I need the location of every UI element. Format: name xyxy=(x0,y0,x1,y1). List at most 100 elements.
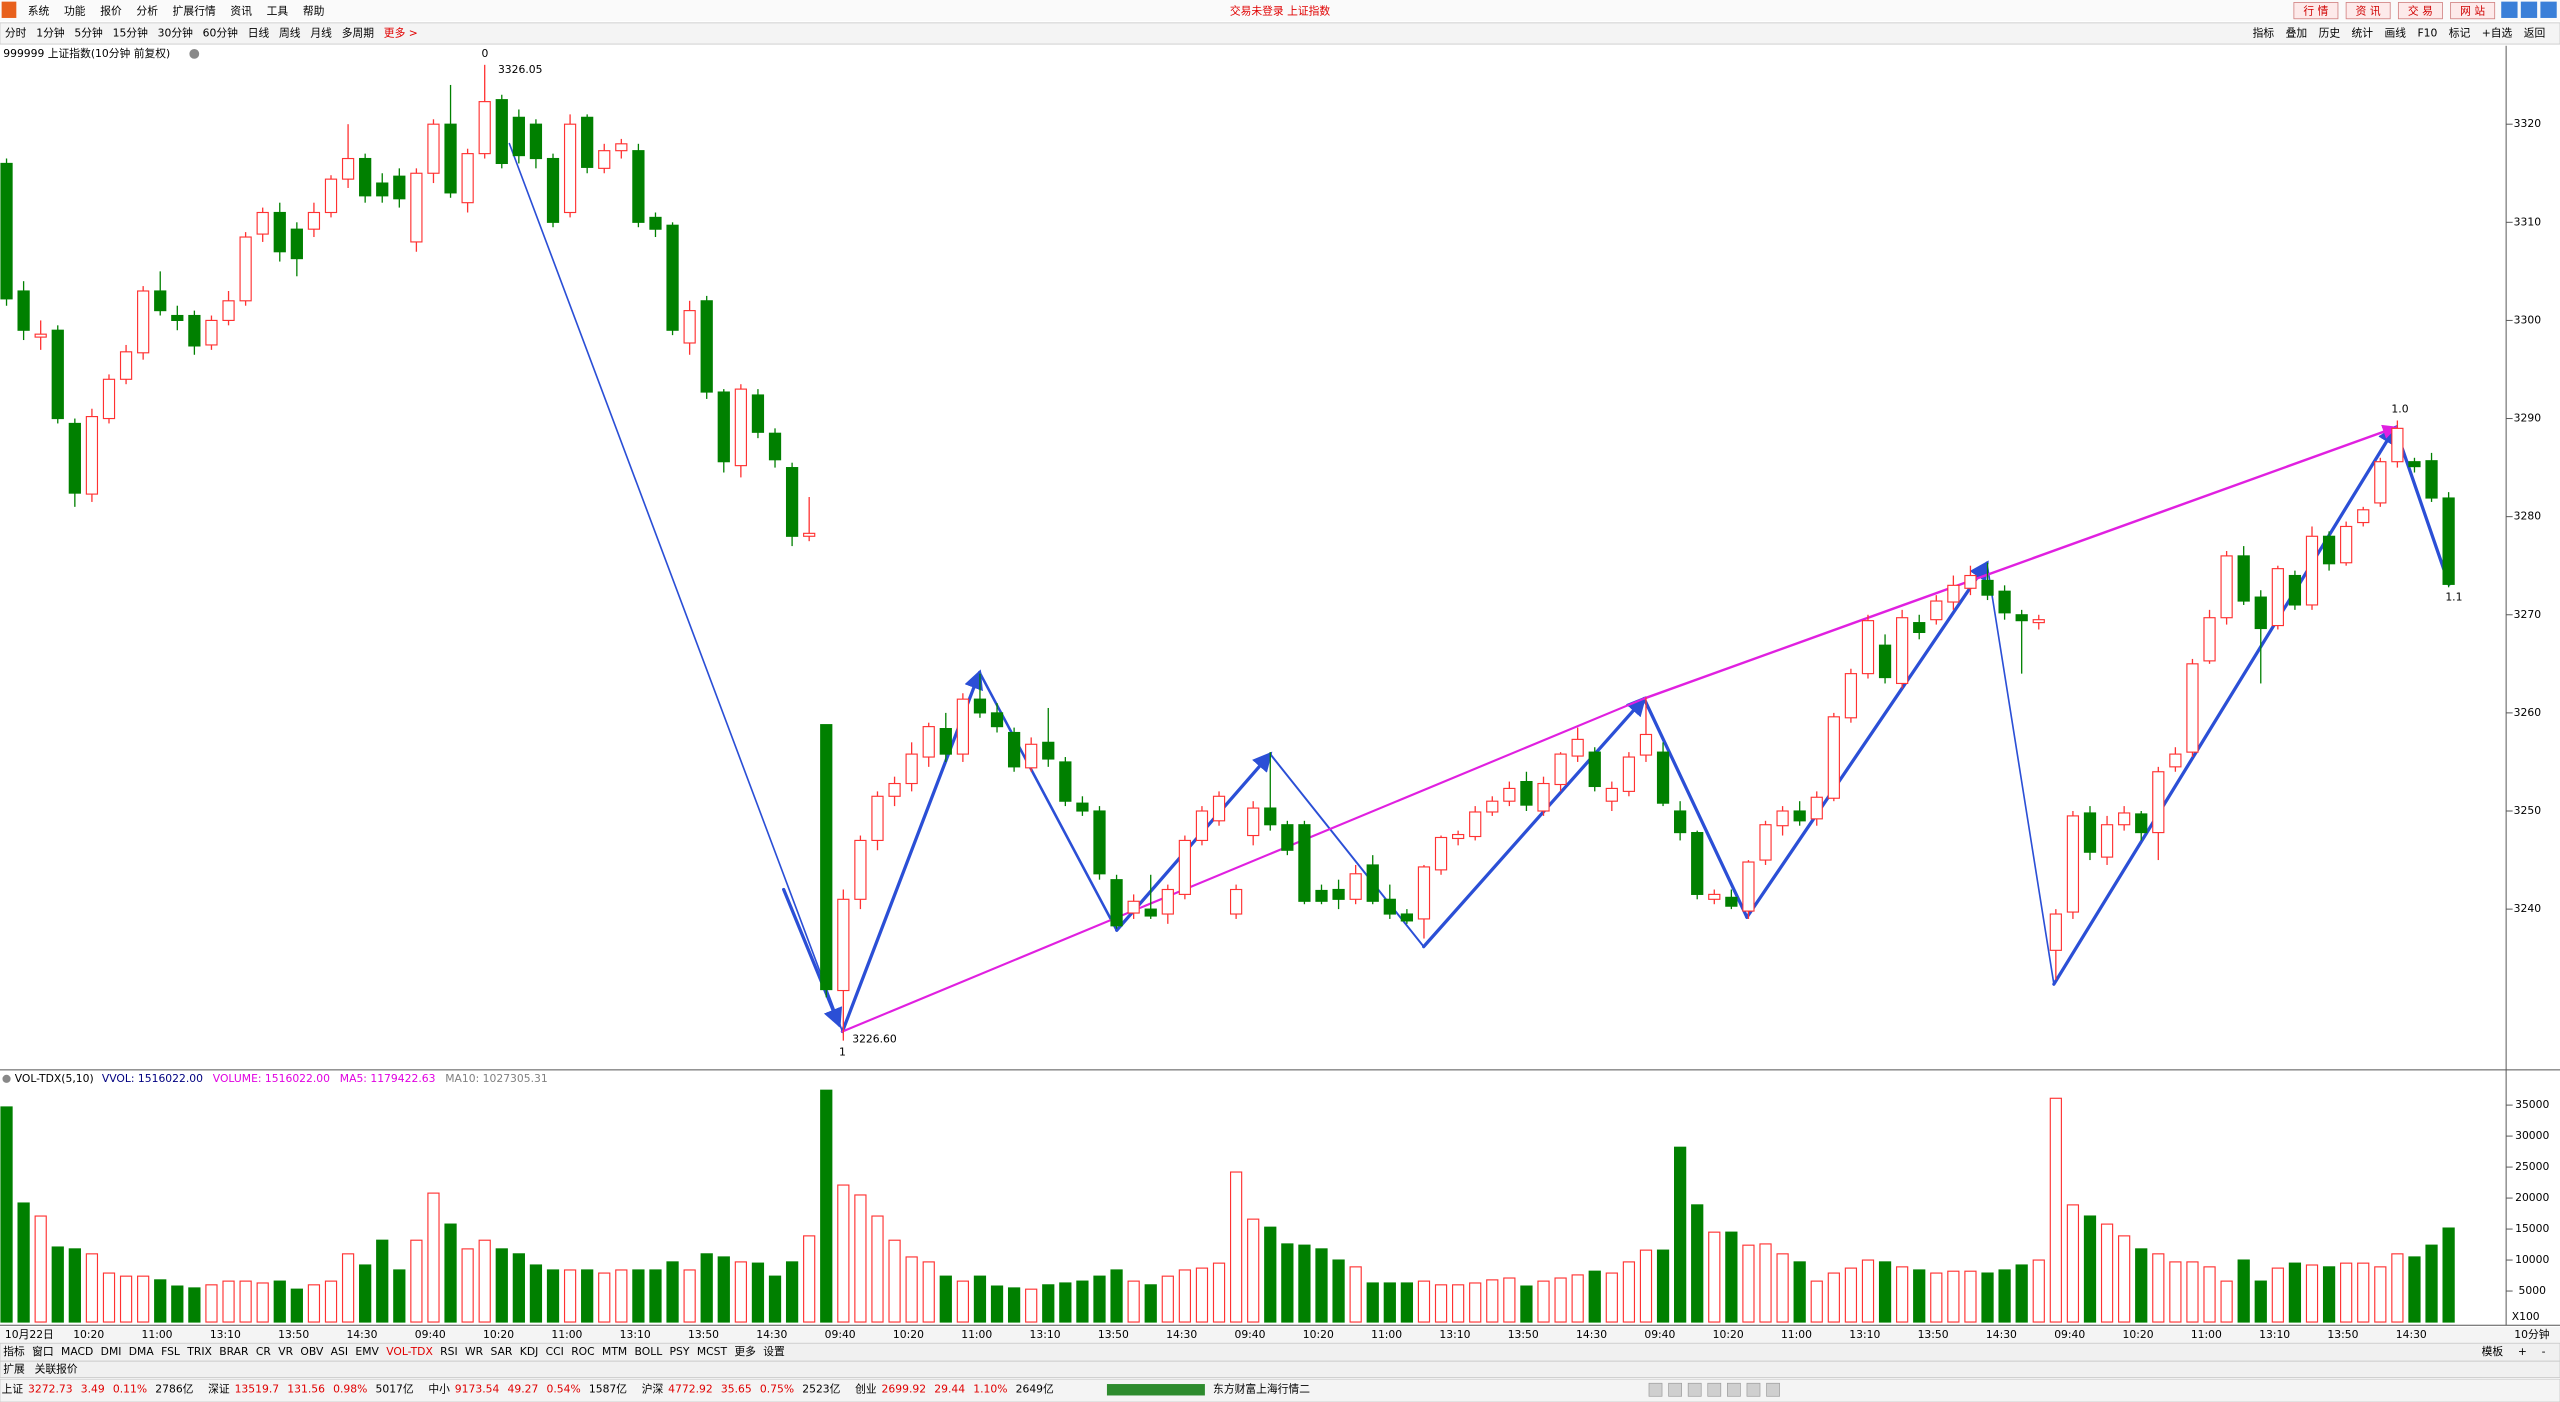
tool-button[interactable]: F10 xyxy=(2417,26,2437,39)
indicator-tab[interactable]: TRIX xyxy=(186,1345,212,1358)
indicator-tab[interactable]: ASI xyxy=(331,1345,348,1358)
indicator-tab[interactable]: MCST xyxy=(697,1345,728,1358)
period-tab[interactable]: 1分钟 xyxy=(36,26,65,39)
indicator-tab[interactable]: BOLL xyxy=(635,1345,663,1358)
top-button-label[interactable]: 资 讯 xyxy=(2356,4,2381,17)
menu-item[interactable]: 扩展行情 xyxy=(173,4,216,17)
candle-body xyxy=(290,228,303,260)
top-button[interactable] xyxy=(2293,2,2339,20)
top-button[interactable] xyxy=(2450,2,2496,20)
candle-body xyxy=(1025,743,1038,769)
maximize[interactable] xyxy=(2520,1,2538,18)
indicator-tab[interactable]: DMA xyxy=(129,1345,155,1358)
period-tab[interactable]: 5分钟 xyxy=(74,26,103,39)
index-value: 4772.92 xyxy=(668,1383,713,1396)
indicator-tab[interactable]: 窗口 xyxy=(32,1345,54,1358)
top-button-label[interactable]: 行 情 xyxy=(2303,4,2328,17)
minimize[interactable] xyxy=(2501,1,2518,18)
tool-button[interactable]: 统计 xyxy=(2352,26,2374,39)
indicator-tab[interactable]: VOL-TDX xyxy=(386,1345,433,1358)
period-tab[interactable]: 月线 xyxy=(310,26,332,39)
close[interactable] xyxy=(2540,1,2557,18)
volume-bar xyxy=(1349,1266,1362,1323)
top-button[interactable] xyxy=(2345,2,2391,20)
tray-icon[interactable] xyxy=(1766,1382,1780,1397)
period-tab[interactable]: 30分钟 xyxy=(158,26,193,39)
tray-icon[interactable] xyxy=(1648,1382,1663,1397)
indicator-tab[interactable]: WR xyxy=(465,1345,484,1358)
panel-button[interactable]: + xyxy=(2518,1345,2527,1358)
sub-tab[interactable]: 扩展 xyxy=(3,1362,25,1375)
tool-button[interactable]: 标记 xyxy=(2449,26,2471,39)
sub-tab[interactable]: 关联报价 xyxy=(35,1362,78,1375)
period-tab[interactable]: 60分钟 xyxy=(203,26,238,39)
indicator-tab[interactable]: 更多 xyxy=(734,1345,756,1358)
tool-button[interactable]: 返回 xyxy=(2524,26,2546,39)
x-tick-label: 11:00 xyxy=(961,1328,992,1341)
tray-icon[interactable] xyxy=(1746,1382,1761,1397)
indicator-tab[interactable]: MACD xyxy=(61,1345,93,1358)
period-tab[interactable]: 日线 xyxy=(248,26,270,39)
menu-item[interactable]: 功能 xyxy=(64,4,86,17)
top-button-label[interactable]: 网 站 xyxy=(2460,4,2485,17)
candle-body xyxy=(2374,461,2387,504)
volume-bar xyxy=(939,1275,952,1323)
tray-icon[interactable] xyxy=(1707,1382,1722,1397)
volume-bar xyxy=(1486,1279,1499,1323)
tool-button[interactable]: 叠加 xyxy=(2286,26,2308,39)
top-button-label[interactable]: 交 易 xyxy=(2408,4,2433,17)
panel-button[interactable]: - xyxy=(2542,1345,2546,1358)
indicator-tab[interactable]: 设置 xyxy=(763,1345,785,1358)
volume-bar xyxy=(2169,1261,2182,1323)
menu-item[interactable]: 系统 xyxy=(28,4,50,17)
indicator-tab[interactable]: CR xyxy=(256,1345,272,1358)
tray-icon[interactable] xyxy=(1668,1382,1682,1397)
tray-icon[interactable] xyxy=(1727,1382,1741,1397)
candle-body xyxy=(734,388,747,467)
indicator-tab[interactable]: PSY xyxy=(670,1345,690,1358)
period-tab[interactable]: 15分钟 xyxy=(113,26,148,39)
top-button[interactable] xyxy=(2397,2,2443,20)
indicator-tab[interactable]: OBV xyxy=(300,1345,324,1358)
indicator-tab[interactable]: VR xyxy=(278,1345,293,1358)
indicator-tab[interactable]: EMV xyxy=(355,1345,379,1358)
indicator-tab[interactable]: FSL xyxy=(161,1345,180,1358)
candle-body xyxy=(820,724,833,991)
tool-button[interactable]: +自选 xyxy=(2482,26,2513,39)
candle-body xyxy=(1691,832,1704,895)
x-tick-label: 13:50 xyxy=(1918,1328,1949,1341)
menu-item[interactable]: 工具 xyxy=(267,4,289,17)
panel-button[interactable]: 模板 xyxy=(2482,1345,2504,1358)
menu-item[interactable]: 分析 xyxy=(136,4,158,17)
menu-item[interactable]: 报价 xyxy=(100,4,122,17)
app-icon[interactable] xyxy=(1,1,17,18)
volume-bar xyxy=(1212,1262,1226,1323)
tool-button[interactable]: 历史 xyxy=(2319,26,2341,39)
drawings xyxy=(508,142,2451,1034)
candle-body xyxy=(1947,584,1960,603)
period-tab[interactable]: 更多 > xyxy=(384,26,418,39)
period-tab[interactable]: 分时 xyxy=(5,26,27,39)
volume-bar xyxy=(973,1275,987,1323)
panel-icon[interactable] xyxy=(2,1074,11,1083)
settings-icon[interactable] xyxy=(189,48,200,59)
tool-button[interactable]: 指标 xyxy=(2253,26,2275,39)
indicator-tab[interactable]: RSI xyxy=(440,1345,458,1358)
indicator-tab[interactable]: DMI xyxy=(101,1345,122,1358)
menu-item[interactable]: 帮助 xyxy=(303,4,325,17)
period-tab[interactable]: 多周期 xyxy=(342,26,374,39)
volume-bar xyxy=(1178,1269,1192,1323)
period-tab[interactable]: 周线 xyxy=(279,26,301,39)
tray-icon[interactable] xyxy=(1687,1382,1702,1397)
indicator-tab[interactable]: KDJ xyxy=(520,1345,539,1358)
volume-bar xyxy=(171,1285,184,1323)
indicator-tab[interactable]: SAR xyxy=(491,1345,513,1358)
indicator-tab[interactable]: MTM xyxy=(602,1345,627,1358)
volume-bar xyxy=(444,1223,457,1323)
menu-item[interactable]: 资讯 xyxy=(230,4,252,17)
indicator-tab[interactable]: ROC xyxy=(571,1345,594,1358)
tool-button[interactable]: 画线 xyxy=(2385,26,2407,39)
indicator-tab[interactable]: CCI xyxy=(546,1345,564,1358)
indicator-tab[interactable]: BRAR xyxy=(219,1345,249,1358)
indicator-tab[interactable]: 指标 xyxy=(3,1345,25,1358)
